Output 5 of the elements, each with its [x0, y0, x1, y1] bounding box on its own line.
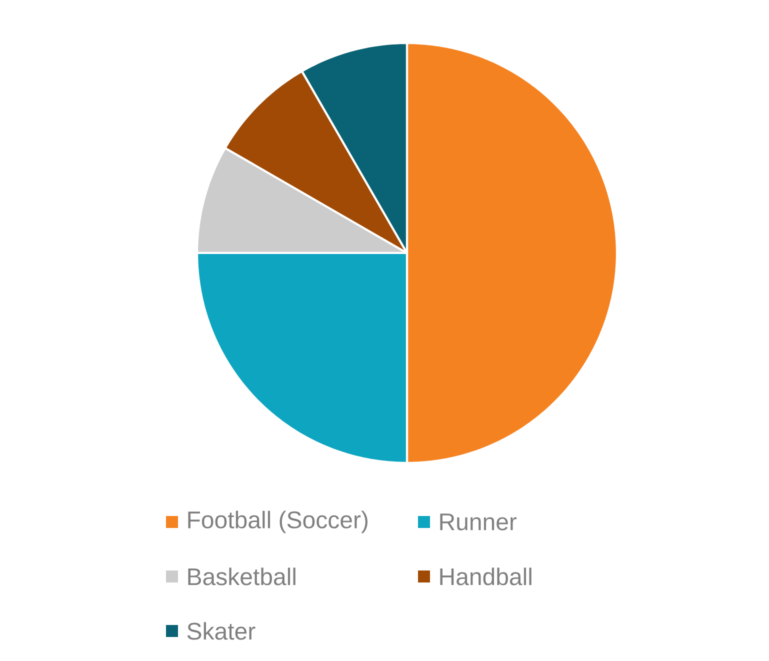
legend-label: Runner	[440, 514, 517, 530]
legend-label: Skater	[187, 622, 256, 640]
legend-label: Handball	[440, 568, 532, 586]
legend-label: Football (Soccer)	[188, 510, 368, 534]
legend-label: Basketball	[188, 568, 296, 586]
